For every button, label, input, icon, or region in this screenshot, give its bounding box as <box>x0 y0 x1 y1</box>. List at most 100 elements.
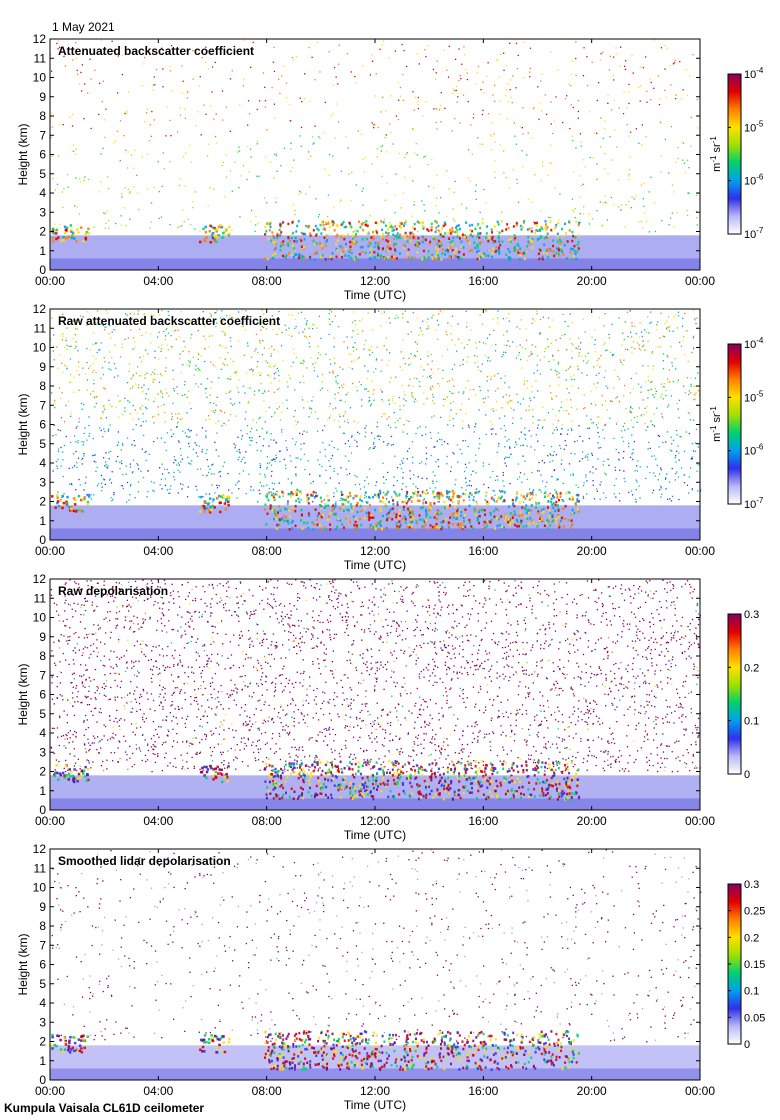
x-tick-label: 04:00 <box>143 274 173 288</box>
cloud-band <box>50 1030 580 1071</box>
y-tick-label: 8 <box>39 919 46 933</box>
y-tick-label: 10 <box>33 881 47 895</box>
colorbar-tick-label: 0.2 <box>744 662 759 674</box>
y-tick-label: 3 <box>39 1015 46 1029</box>
signal-texture <box>50 39 700 270</box>
x-tick-label: 00:00 <box>35 1084 65 1098</box>
y-tick-label: 5 <box>39 707 46 721</box>
y-tick-label: 8 <box>39 649 46 663</box>
panel-title: Attenuated backscatter coefficient <box>58 44 254 58</box>
y-tick-label: 12 <box>33 842 47 856</box>
colorbar: 10-4 10-5 10-6 10-7 m-1 sr-1 <box>709 336 764 511</box>
y-axis-label: Height (km) <box>16 393 30 455</box>
plot-area <box>50 579 700 810</box>
y-tick-label: 1 <box>39 1054 46 1068</box>
y-tick-label: 0 <box>39 533 46 547</box>
panel-title: Smoothed lidar depolarisation <box>58 854 231 868</box>
y-axis-label: Height (km) <box>16 663 30 725</box>
colorbar: 0.3 0.25 0.2 0.15 0.1 0.05 0 <box>727 879 765 1051</box>
plot-area <box>50 39 700 270</box>
x-tick-label: 00:00 <box>685 814 715 828</box>
colorbar-tick-label: 0 <box>744 1039 750 1051</box>
y-tick-label: 8 <box>39 379 46 393</box>
y-tick-label: 11 <box>34 591 47 605</box>
x-tick-label: 12:00 <box>360 1084 390 1098</box>
x-axis-label: Time (UTC) <box>344 558 406 572</box>
colorbar-tick-label: 0.25 <box>744 906 765 918</box>
y-tick-label: 7 <box>39 938 46 952</box>
y-tick-label: 1 <box>39 784 46 798</box>
y-tick-label: 3 <box>39 745 46 759</box>
x-tick-label: 08:00 <box>252 544 282 558</box>
y-tick-label: 11 <box>34 321 47 335</box>
colorbar-tick-label: 10-5 <box>744 119 764 134</box>
colorbar: 0.3 0.2 0.1 0 <box>727 609 759 781</box>
x-tick-label: 08:00 <box>252 274 282 288</box>
colorbar-tick-label: 0.1 <box>744 986 759 998</box>
cloud-band <box>51 220 580 261</box>
y-tick-label: 5 <box>39 437 46 451</box>
colorbar-tick-label: 10-7 <box>744 496 764 511</box>
colorbar: 10-4 10-5 10-6 10-7 m-1 sr-1 <box>709 66 764 241</box>
x-tick-label: 12:00 <box>360 544 390 558</box>
x-tick-label: 12:00 <box>360 274 390 288</box>
y-tick-label: 10 <box>33 71 47 85</box>
x-tick-label: 16:00 <box>468 544 498 558</box>
signal-texture <box>50 579 701 810</box>
y-tick-label: 12 <box>33 302 47 316</box>
y-tick-label: 9 <box>39 630 46 644</box>
y-tick-label: 10 <box>33 611 47 625</box>
y-tick-label: 11 <box>34 861 47 875</box>
colorbar-tick-label: 10-5 <box>744 389 764 404</box>
x-tick-label: 08:00 <box>252 814 282 828</box>
y-tick-label: 7 <box>39 398 46 412</box>
x-tick-label: 08:00 <box>252 1084 282 1098</box>
colorbar-tick-label: 10-6 <box>744 443 764 458</box>
y-tick-label: 2 <box>39 765 46 779</box>
footer-instrument-label: Kumpula Vaisala CL61D ceilometer <box>4 1101 205 1115</box>
y-tick-label: 6 <box>39 958 46 972</box>
colorbar-tick-label: 10-6 <box>744 173 764 188</box>
x-tick-label: 04:00 <box>143 1084 173 1098</box>
colorbar-tick-label: 0.05 <box>744 1012 765 1024</box>
y-tick-label: 2 <box>39 1035 46 1049</box>
y-tick-label: 9 <box>39 90 46 104</box>
y-axis-label: Height (km) <box>16 933 30 995</box>
colorbar-tick-label: 10-4 <box>744 336 764 351</box>
y-tick-label: 7 <box>39 128 46 142</box>
x-tick-label: 00:00 <box>685 1084 715 1098</box>
x-tick-label: 20:00 <box>577 544 607 558</box>
x-tick-label: 00:00 <box>685 544 715 558</box>
y-tick-label: 0 <box>39 803 46 817</box>
colorbar-unit: m-1 sr-1 <box>709 406 723 442</box>
x-tick-label: 20:00 <box>577 814 607 828</box>
colorbar-tick-label: 0 <box>744 769 750 781</box>
x-tick-label: 00:00 <box>35 814 65 828</box>
y-tick-label: 4 <box>39 456 46 470</box>
y-tick-label: 1 <box>39 244 46 258</box>
y-tick-label: 4 <box>39 726 46 740</box>
y-tick-label: 11 <box>34 51 47 65</box>
x-tick-label: 00:00 <box>685 274 715 288</box>
y-tick-label: 5 <box>39 167 46 181</box>
signal-texture <box>50 309 702 540</box>
date-label: 1 May 2021 <box>52 20 115 34</box>
x-tick-label: 00:00 <box>35 274 65 288</box>
y-tick-label: 2 <box>39 495 46 509</box>
colorbar-tick-label: 10-7 <box>744 226 764 241</box>
colorbar-tick-label: 0.15 <box>744 959 765 971</box>
y-tick-label: 5 <box>39 977 46 991</box>
y-tick-label: 2 <box>39 225 46 239</box>
x-axis-label: Time (UTC) <box>344 288 406 302</box>
cloud-band <box>51 490 580 531</box>
y-tick-label: 6 <box>39 148 46 162</box>
x-tick-label: 20:00 <box>577 1084 607 1098</box>
y-tick-label: 0 <box>39 263 46 277</box>
x-axis-label: Time (UTC) <box>344 828 406 842</box>
colorbar-tick-label: 0.3 <box>744 879 759 891</box>
y-tick-label: 9 <box>39 360 46 374</box>
